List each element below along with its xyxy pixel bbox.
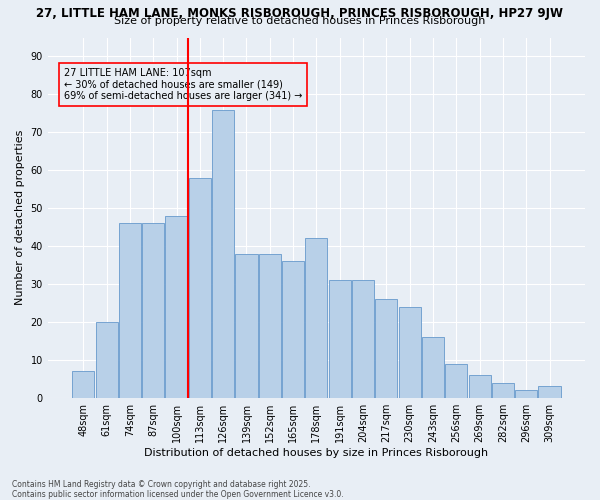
Bar [352, 280, 374, 398]
Bar [282, 261, 304, 398]
Bar [166, 216, 188, 398]
Bar [235, 254, 257, 398]
Text: Size of property relative to detached houses in Princes Risborough: Size of property relative to detached ho… [115, 16, 485, 26]
Bar [515, 390, 537, 398]
Bar [189, 178, 211, 398]
Bar [422, 337, 444, 398]
Bar [445, 364, 467, 398]
Bar [469, 375, 491, 398]
Bar [398, 306, 421, 398]
Bar [72, 371, 94, 398]
Bar [142, 224, 164, 398]
Bar [329, 280, 351, 398]
Bar [259, 254, 281, 398]
Text: 27 LITTLE HAM LANE: 107sqm
← 30% of detached houses are smaller (149)
69% of sem: 27 LITTLE HAM LANE: 107sqm ← 30% of deta… [64, 68, 302, 102]
Bar [492, 382, 514, 398]
Bar [538, 386, 560, 398]
Y-axis label: Number of detached properties: Number of detached properties [15, 130, 25, 306]
Bar [119, 224, 141, 398]
Bar [95, 322, 118, 398]
Bar [375, 299, 397, 398]
Text: Contains HM Land Registry data © Crown copyright and database right 2025.
Contai: Contains HM Land Registry data © Crown c… [12, 480, 344, 499]
X-axis label: Distribution of detached houses by size in Princes Risborough: Distribution of detached houses by size … [145, 448, 488, 458]
Text: 27, LITTLE HAM LANE, MONKS RISBOROUGH, PRINCES RISBOROUGH, HP27 9JW: 27, LITTLE HAM LANE, MONKS RISBOROUGH, P… [37, 8, 563, 20]
Bar [305, 238, 328, 398]
Bar [212, 110, 234, 398]
